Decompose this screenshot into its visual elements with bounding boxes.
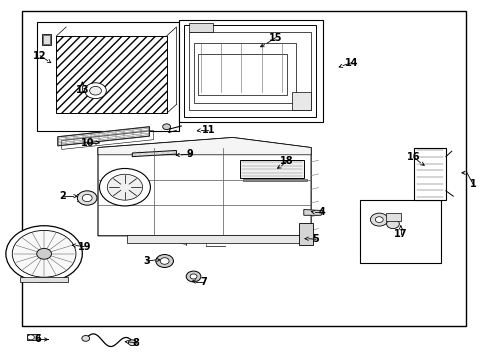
Text: 2: 2 — [59, 191, 66, 201]
Text: 7: 7 — [200, 276, 207, 287]
Circle shape — [107, 174, 143, 200]
Text: 19: 19 — [77, 242, 91, 252]
Circle shape — [160, 258, 169, 264]
Bar — [20, 277, 68, 282]
Bar — [56, 36, 167, 113]
Text: 10: 10 — [80, 138, 94, 148]
Text: 15: 15 — [269, 33, 282, 43]
Polygon shape — [240, 160, 304, 178]
Polygon shape — [58, 127, 149, 146]
Polygon shape — [189, 23, 213, 32]
Circle shape — [77, 191, 97, 205]
Circle shape — [85, 83, 106, 99]
Polygon shape — [132, 150, 176, 157]
Text: 6: 6 — [35, 334, 42, 345]
Circle shape — [128, 340, 136, 346]
Bar — [22, 11, 465, 326]
Circle shape — [370, 213, 388, 226]
Polygon shape — [304, 210, 323, 215]
Text: 18: 18 — [280, 156, 294, 166]
Circle shape — [99, 168, 150, 206]
Text: 9: 9 — [187, 149, 194, 159]
Bar — [127, 235, 301, 243]
Bar — [299, 223, 313, 245]
Bar — [184, 25, 316, 117]
Circle shape — [163, 124, 171, 130]
Bar — [198, 54, 287, 95]
Bar — [360, 200, 441, 263]
Polygon shape — [27, 334, 39, 340]
Bar — [189, 32, 311, 110]
Text: 16: 16 — [407, 152, 421, 162]
Bar — [414, 148, 446, 200]
Circle shape — [37, 248, 51, 259]
Text: 1: 1 — [469, 179, 476, 189]
Bar — [179, 20, 323, 122]
Circle shape — [387, 219, 399, 229]
Polygon shape — [43, 35, 50, 44]
Text: 14: 14 — [345, 58, 359, 68]
Polygon shape — [98, 138, 311, 236]
Text: 5: 5 — [313, 234, 319, 244]
Circle shape — [186, 271, 201, 282]
Text: 12: 12 — [33, 51, 47, 61]
Circle shape — [82, 194, 92, 202]
Text: 4: 4 — [319, 207, 326, 217]
Circle shape — [82, 336, 90, 341]
Text: 11: 11 — [201, 125, 215, 135]
Text: 3: 3 — [144, 256, 150, 266]
Circle shape — [27, 335, 34, 340]
Text: 13: 13 — [75, 85, 89, 95]
Circle shape — [190, 274, 197, 279]
Text: 8: 8 — [133, 338, 140, 348]
Circle shape — [6, 226, 82, 282]
Circle shape — [90, 86, 101, 95]
Text: 17: 17 — [394, 229, 408, 239]
Circle shape — [375, 217, 383, 222]
Polygon shape — [98, 138, 311, 155]
Bar — [37, 22, 179, 131]
Polygon shape — [292, 92, 311, 110]
Circle shape — [12, 230, 76, 277]
Circle shape — [156, 255, 173, 267]
Bar — [194, 43, 296, 103]
Bar — [386, 213, 401, 221]
